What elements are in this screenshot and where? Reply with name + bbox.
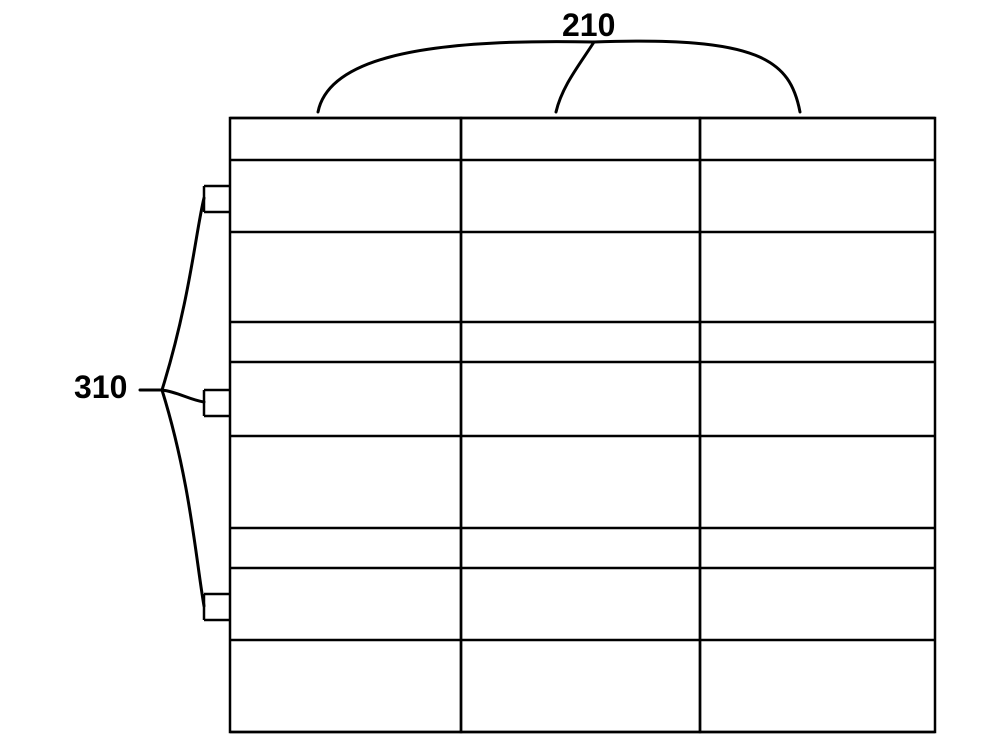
- leader-curve: [318, 42, 594, 112]
- top-leaders: [318, 41, 800, 112]
- label-310: 310: [74, 369, 127, 405]
- label-210: 210: [562, 7, 615, 43]
- leader-curve: [162, 198, 204, 390]
- leader-curve: [162, 390, 204, 606]
- left-leaders: [140, 198, 204, 606]
- grid-structure: [204, 118, 935, 732]
- leader-curve: [162, 390, 204, 402]
- leader-curve: [594, 41, 800, 112]
- leader-curve: [556, 42, 594, 112]
